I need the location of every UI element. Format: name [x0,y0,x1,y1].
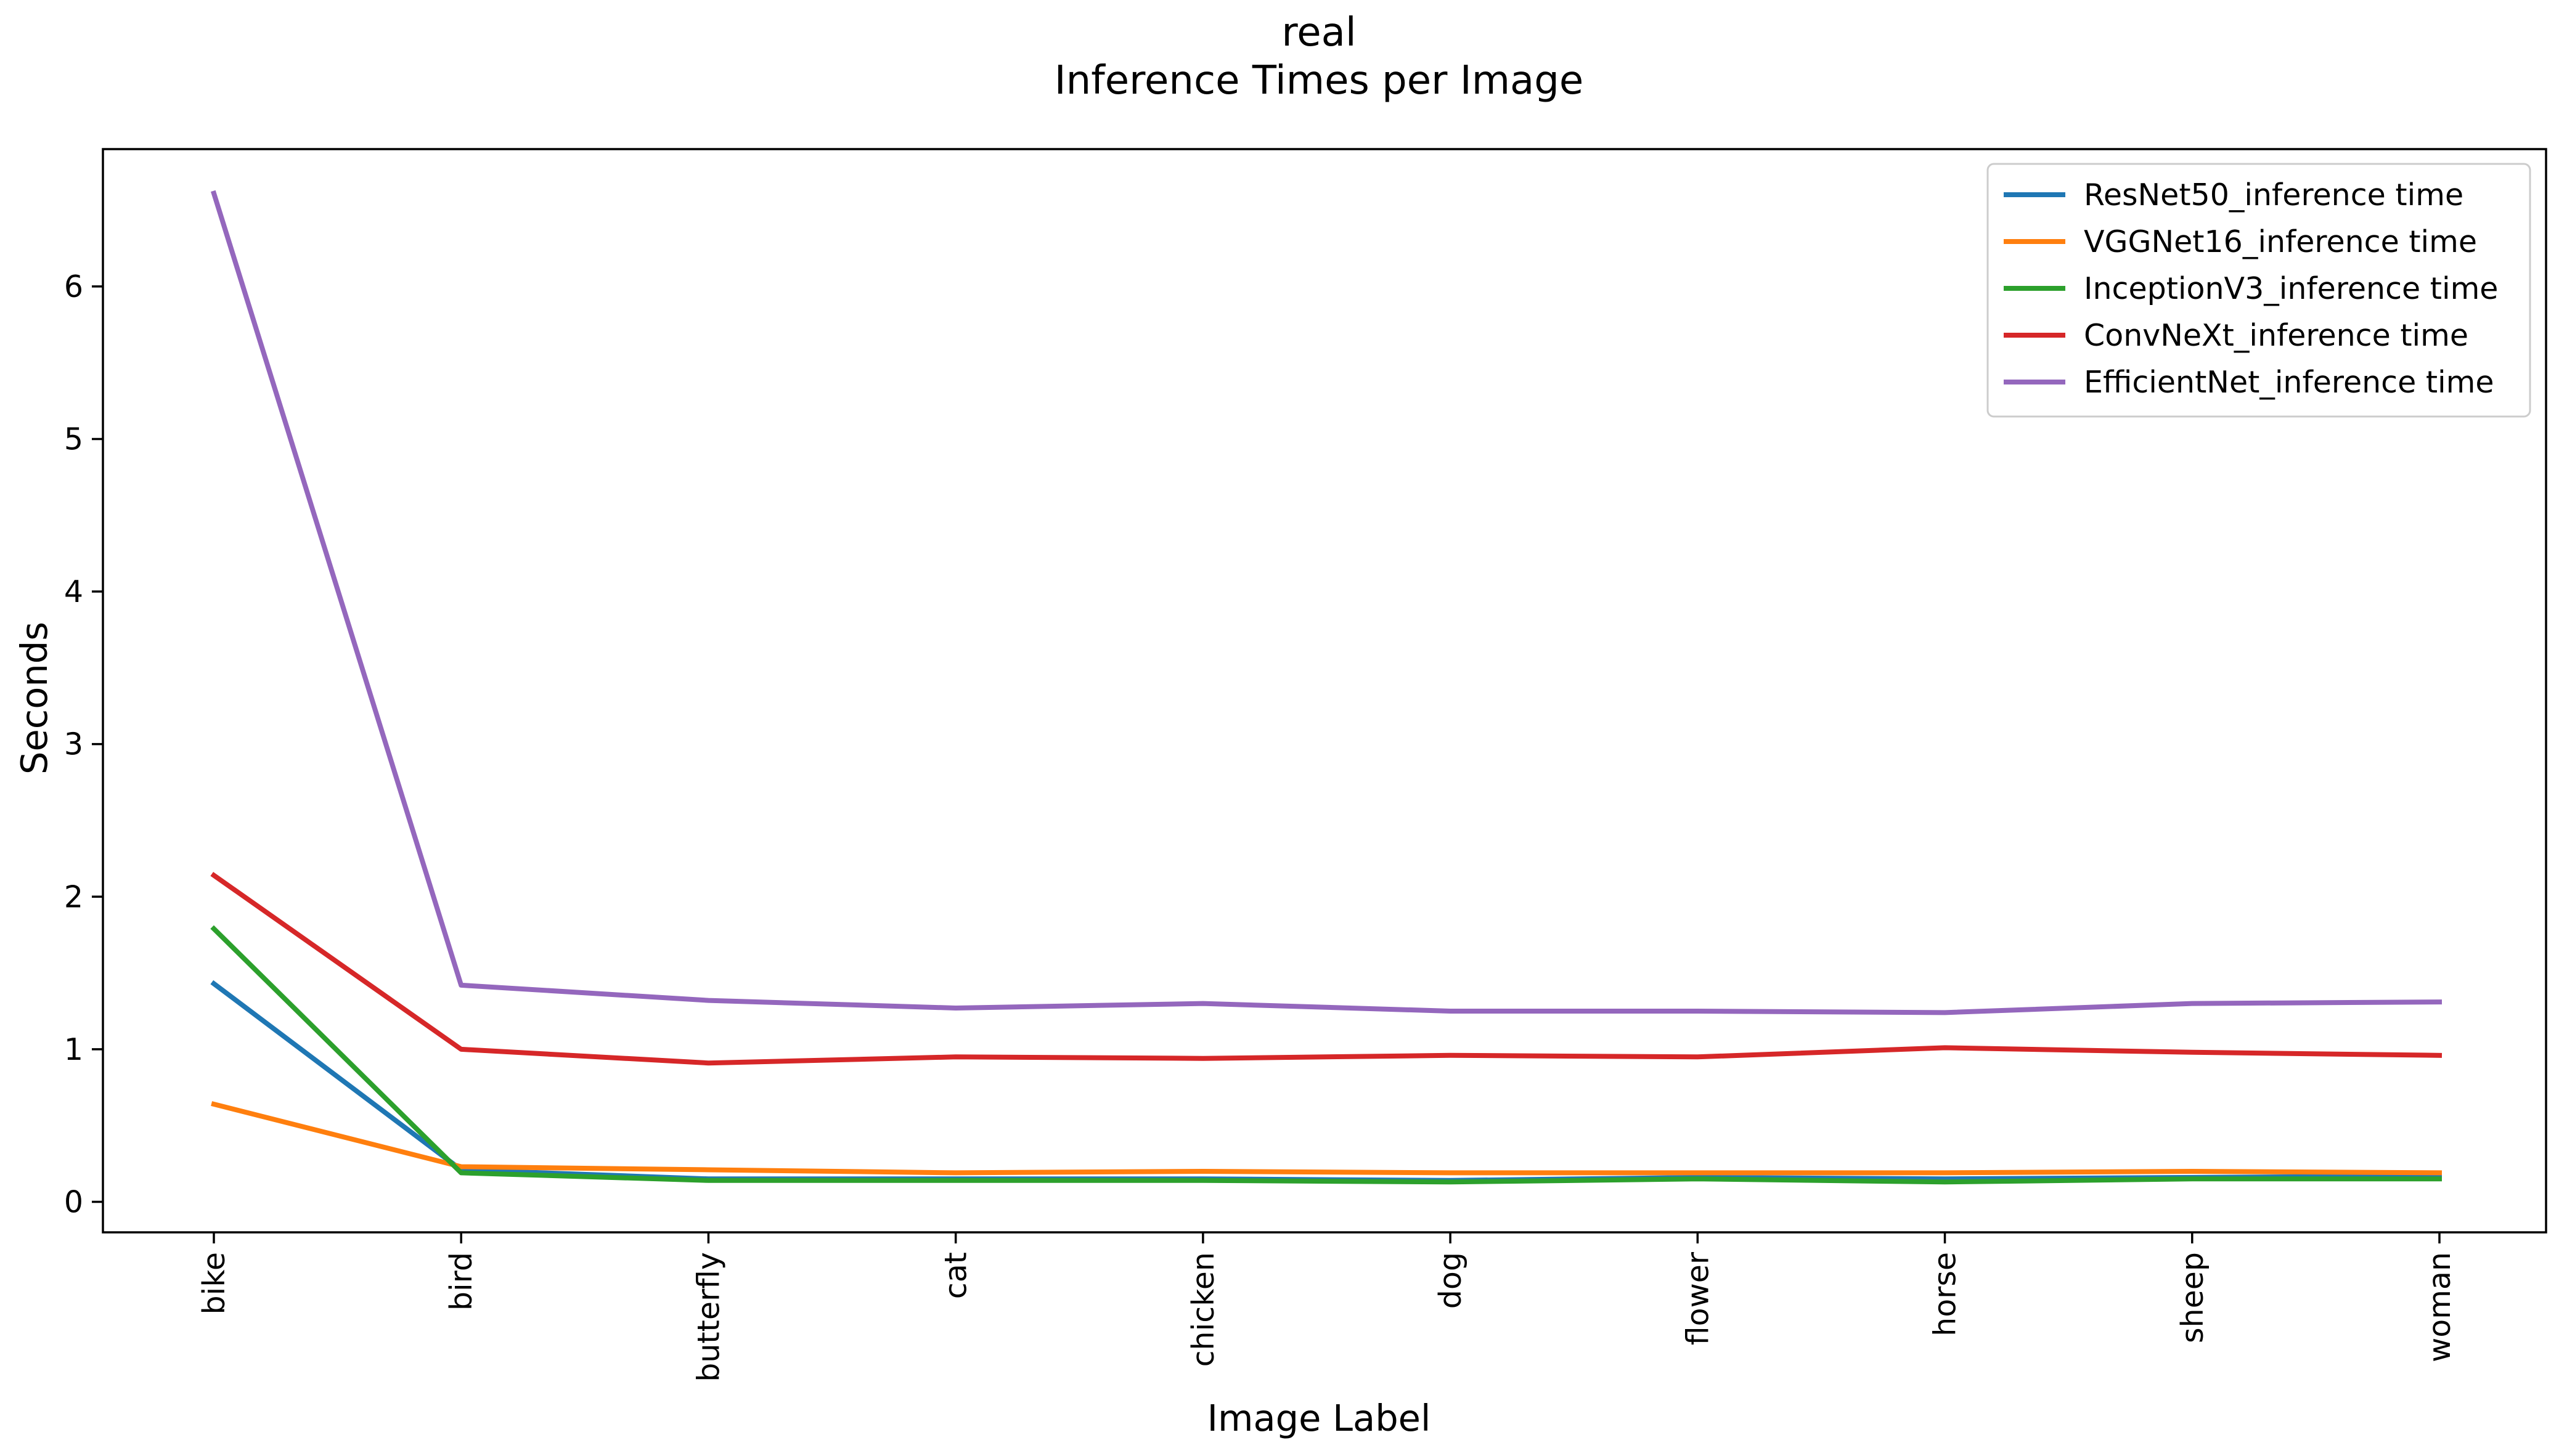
x-tick-label: chicken [1186,1252,1221,1367]
x-tick-label: bike [197,1252,232,1315]
x-tick-label: butterfly [691,1252,726,1382]
x-tick-label: cat [939,1252,974,1299]
legend-label: ConvNeXt_inference time [2084,318,2468,353]
series-line-0 [210,980,2443,1183]
y-tick-label: 2 [64,879,83,914]
chart-title: real [1281,10,1356,55]
x-axis-label: Image Label [1207,1397,1431,1439]
x-tick-label: bird [444,1252,479,1311]
series-line-4 [210,190,2443,1015]
x-tick-label: sheep [2175,1252,2210,1343]
chart-subtitle: Inference Times per Image [1055,58,1584,104]
legend: ResNet50_inference time VGGNet16_inferenc… [1986,163,2531,418]
legend-label: InceptionV3_inference time [2084,271,2498,306]
y-tick-label: 0 [64,1184,83,1219]
legend-label: EfficientNet_inference time [2084,365,2494,400]
x-tick-label: horse [1928,1252,1963,1336]
y-tick-label: 6 [64,269,83,304]
x-tick-label: flower [1680,1251,1715,1345]
y-axis-label: Seconds [13,622,55,775]
x-tick-label: woman [2422,1252,2457,1362]
y-tick-label: 4 [64,574,83,609]
x-tick-label: dog [1433,1252,1468,1309]
series-line-1 [211,1101,2443,1176]
plot-area: 0 1 2 3 4 5 6 bike bird butterfly cat chicken dog flo… [64,148,2547,1382]
legend-label: ResNet50_inference time [2084,177,2463,213]
legend-box [1986,163,2531,418]
y-tick-label: 3 [64,727,83,762]
y-tick-label: 5 [64,421,83,457]
series-line-2 [210,925,2442,1185]
series-line-3 [210,872,2443,1066]
plot-frame [102,148,2547,1234]
legend-label: VGGNet16_inference time [2084,224,2477,259]
y-tick-label: 1 [64,1032,83,1067]
